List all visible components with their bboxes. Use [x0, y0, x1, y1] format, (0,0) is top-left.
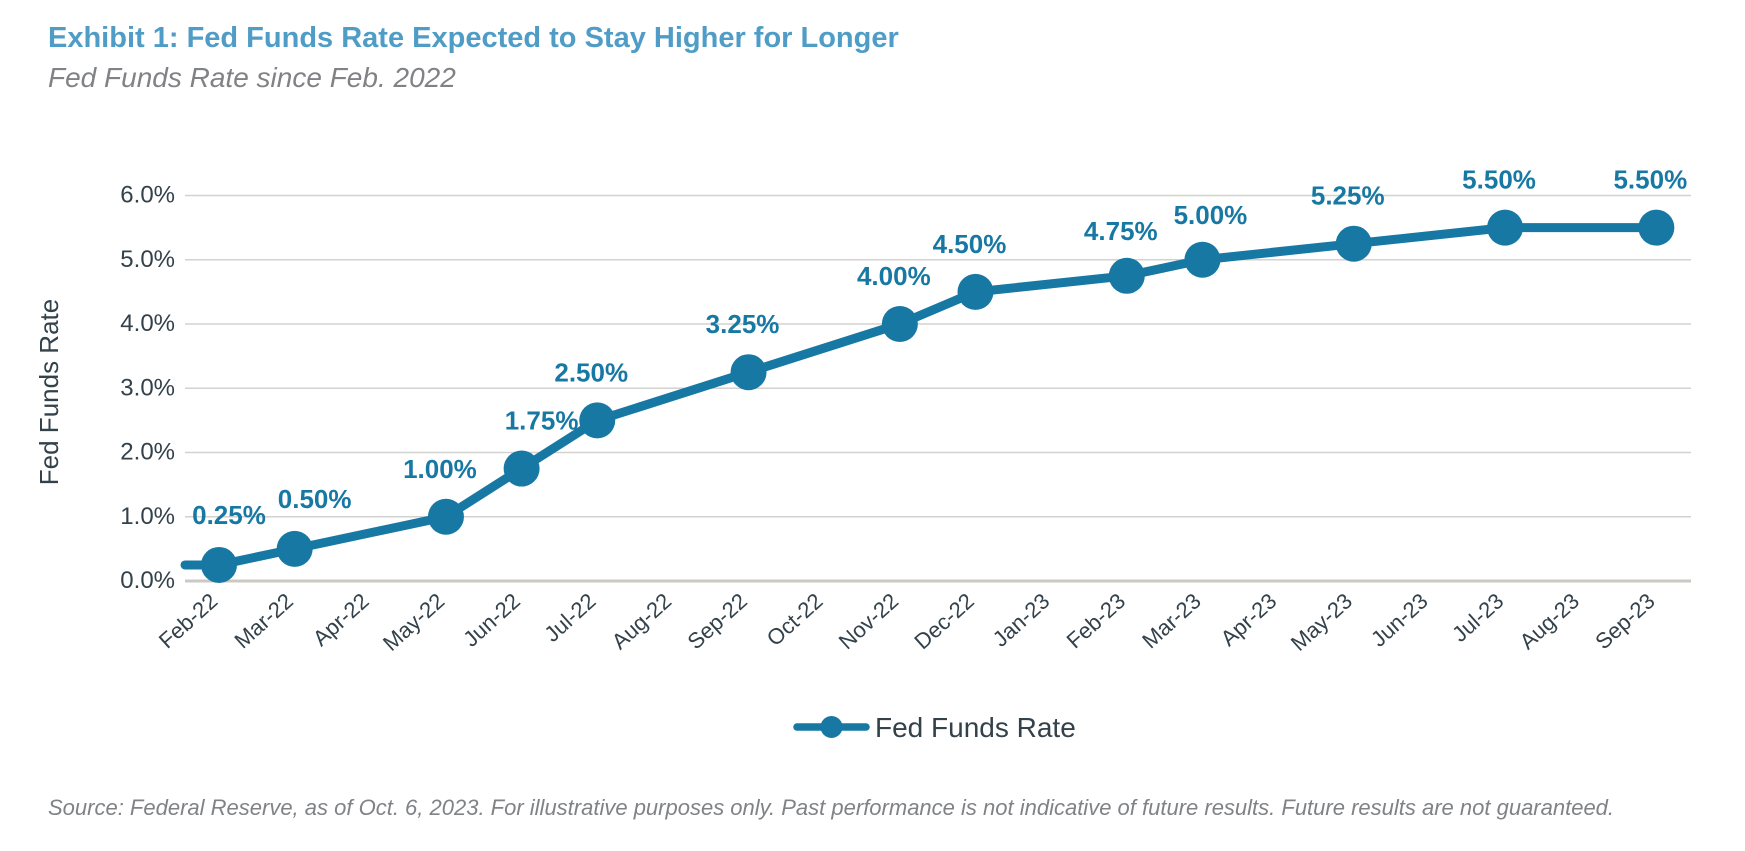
svg-text:Aug-23: Aug-23 [1515, 588, 1584, 654]
svg-text:3.25%: 3.25% [706, 309, 780, 339]
svg-text:0.25%: 0.25% [192, 500, 266, 530]
svg-text:4.75%: 4.75% [1084, 216, 1158, 246]
svg-text:Apr-22: Apr-22 [308, 588, 374, 651]
svg-text:Mar-22: Mar-22 [229, 588, 298, 653]
svg-text:0.50%: 0.50% [278, 484, 352, 514]
svg-text:5.25%: 5.25% [1311, 181, 1385, 211]
svg-text:2.50%: 2.50% [554, 357, 628, 387]
svg-text:Feb-22: Feb-22 [154, 588, 223, 653]
svg-text:Feb-23: Feb-23 [1062, 588, 1131, 653]
svg-text:Fed Funds Rate: Fed Funds Rate [34, 299, 64, 485]
svg-text:May-22: May-22 [378, 588, 449, 656]
svg-text:2.0%: 2.0% [120, 439, 175, 466]
svg-text:1.0%: 1.0% [120, 503, 175, 530]
svg-text:Apr-23: Apr-23 [1216, 588, 1282, 651]
svg-text:Mar-23: Mar-23 [1137, 588, 1206, 653]
svg-text:4.0%: 4.0% [120, 310, 175, 337]
svg-text:Dec-22: Dec-22 [909, 588, 978, 654]
svg-text:Jul-22: Jul-22 [539, 588, 600, 647]
svg-text:Oct-22: Oct-22 [762, 588, 828, 651]
svg-text:3.0%: 3.0% [120, 374, 175, 401]
svg-text:0.0%: 0.0% [120, 567, 175, 594]
svg-text:Fed Funds Rate: Fed Funds Rate [875, 712, 1076, 743]
svg-text:5.00%: 5.00% [1174, 200, 1248, 230]
svg-text:1.00%: 1.00% [403, 454, 477, 484]
svg-text:May-23: May-23 [1286, 588, 1357, 656]
svg-text:Jul-23: Jul-23 [1447, 588, 1508, 647]
svg-text:Jan-23: Jan-23 [988, 588, 1055, 652]
svg-text:5.50%: 5.50% [1462, 165, 1536, 195]
svg-text:Jun-22: Jun-22 [458, 588, 525, 652]
svg-text:5.50%: 5.50% [1613, 165, 1687, 195]
svg-text:6.0%: 6.0% [120, 182, 175, 209]
svg-text:Jun-23: Jun-23 [1366, 588, 1433, 652]
svg-text:Sep-23: Sep-23 [1590, 588, 1659, 654]
svg-text:Nov-22: Nov-22 [834, 588, 903, 654]
svg-text:Sep-22: Sep-22 [682, 588, 751, 654]
svg-text:Aug-22: Aug-22 [607, 588, 676, 654]
svg-text:1.75%: 1.75% [505, 406, 579, 436]
svg-text:4.50%: 4.50% [933, 229, 1007, 259]
svg-text:4.00%: 4.00% [857, 261, 931, 291]
svg-text:5.0%: 5.0% [120, 246, 175, 273]
